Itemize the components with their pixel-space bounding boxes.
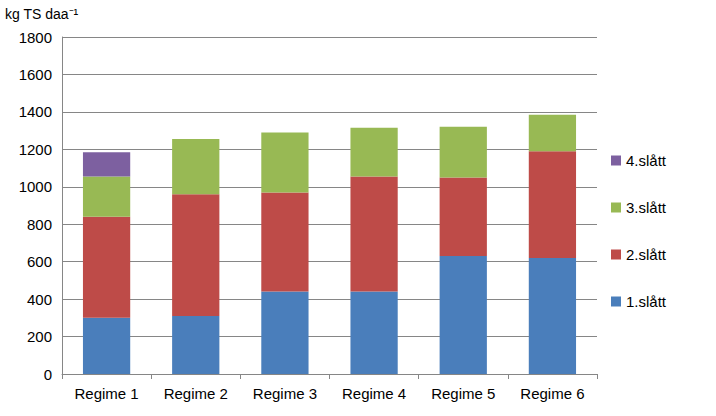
svg-text:800: 800 bbox=[27, 216, 52, 233]
svg-text:1.slått: 1.slått bbox=[626, 293, 667, 310]
svg-text:Regime 2: Regime 2 bbox=[164, 385, 228, 402]
svg-text:Regime 5: Regime 5 bbox=[431, 385, 495, 402]
svg-text:0: 0 bbox=[44, 366, 52, 383]
svg-text:Regime 6: Regime 6 bbox=[520, 385, 584, 402]
svg-text:1000: 1000 bbox=[19, 178, 52, 195]
svg-text:1600: 1600 bbox=[19, 66, 52, 83]
svg-text:400: 400 bbox=[27, 291, 52, 308]
svg-text:2.slått: 2.slått bbox=[626, 246, 667, 263]
svg-text:1400: 1400 bbox=[19, 103, 52, 120]
svg-text:3.slått: 3.slått bbox=[626, 199, 667, 216]
svg-text:Regime 1: Regime 1 bbox=[74, 385, 138, 402]
svg-text:1800: 1800 bbox=[19, 29, 52, 46]
svg-text:Regime 3: Regime 3 bbox=[253, 385, 317, 402]
svg-text:1200: 1200 bbox=[19, 141, 52, 158]
svg-text:600: 600 bbox=[27, 253, 52, 270]
svg-text:200: 200 bbox=[27, 328, 52, 345]
svg-text:4.slått: 4.slått bbox=[626, 152, 667, 169]
svg-text:Regime 4: Regime 4 bbox=[342, 385, 406, 402]
svg-text:kg TS daa⁻¹: kg TS daa⁻¹ bbox=[5, 6, 79, 22]
